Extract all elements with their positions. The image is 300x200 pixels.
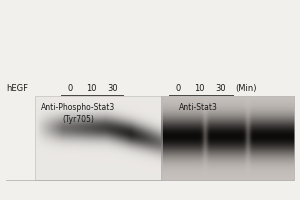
Text: 10: 10 — [194, 84, 205, 93]
Text: (Tyr705): (Tyr705) — [62, 116, 94, 124]
Text: Anti-Phospho-Stat3: Anti-Phospho-Stat3 — [41, 104, 115, 112]
Text: hEGF: hEGF — [6, 84, 28, 93]
Text: 0: 0 — [68, 84, 73, 93]
Text: Anti-Stat3: Anti-Stat3 — [178, 104, 218, 112]
Text: (Min): (Min) — [236, 84, 257, 93]
Text: 0: 0 — [176, 84, 181, 93]
Bar — [160, 96, 294, 180]
Text: 10: 10 — [86, 84, 97, 93]
Text: 30: 30 — [107, 84, 118, 93]
Text: 30: 30 — [215, 84, 226, 93]
Bar — [34, 96, 162, 180]
